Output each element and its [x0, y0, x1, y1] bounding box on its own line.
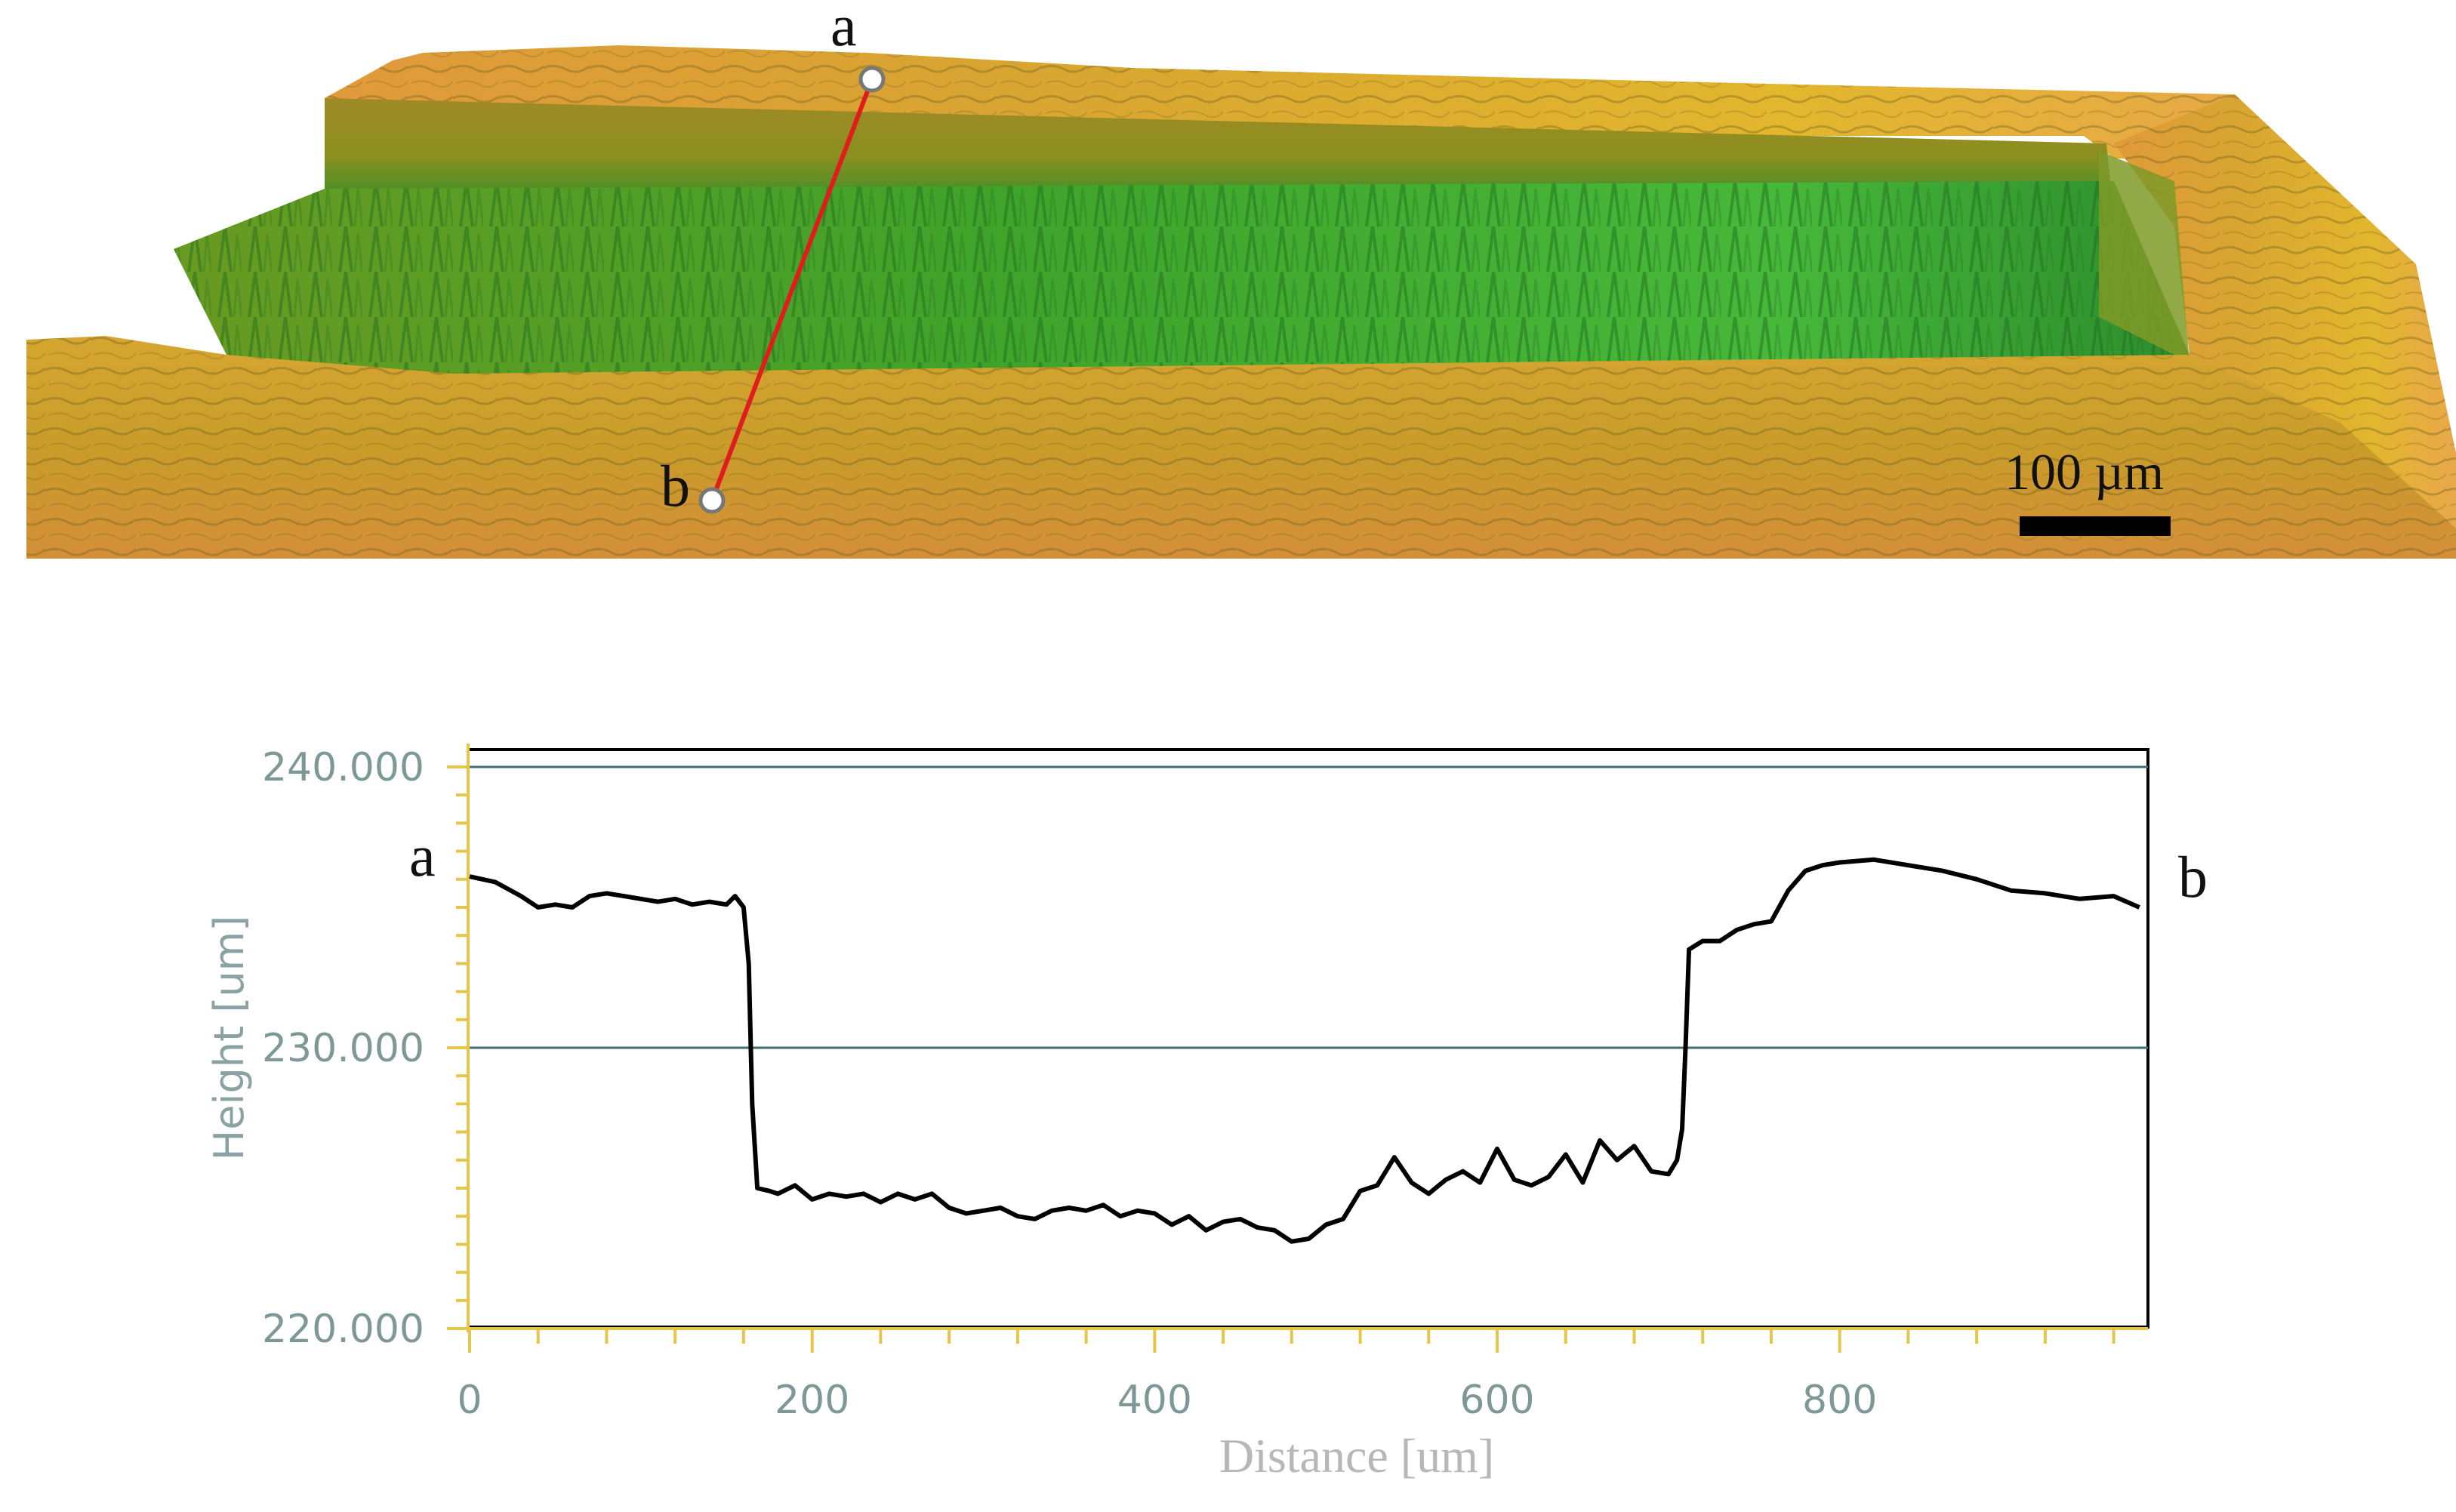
- marker-b-handle[interactable]: [698, 487, 726, 514]
- height-profile-chart: 220.000 230.000 240.000 0 200 400 600 800 Dist…: [205, 744, 2208, 1483]
- y-axis-title: Height [um]: [205, 916, 253, 1161]
- series-group: [469, 857, 2140, 1244]
- x-axis: 0 200 400 600 800: [457, 1327, 2148, 1423]
- pit-right-wall: [2099, 151, 2189, 362]
- marker-a-label: a: [830, 0, 857, 58]
- y-tick-label: 230.000: [262, 1026, 424, 1071]
- grid-lines: [468, 765, 2148, 1049]
- scale-bar: [2020, 516, 2171, 536]
- y-tick-label: 220.000: [262, 1307, 424, 1352]
- x-tick-label: 600: [1459, 1378, 1534, 1423]
- scale-bar-label: 100 µm: [2005, 443, 2164, 500]
- x-tick-label: 200: [775, 1378, 849, 1423]
- marker-b-label: b: [661, 453, 690, 519]
- x-axis-title: Distance [um]: [1219, 1429, 1494, 1483]
- y-axis: 220.000 230.000 240.000: [262, 744, 470, 1352]
- marker-a-handle[interactable]: [858, 66, 886, 93]
- height-profile-line-0: [469, 857, 2140, 1244]
- surface-3d-view: a b 100 µm: [26, 0, 2456, 559]
- profile-line: [710, 78, 874, 502]
- y-tick-label: 240.000: [262, 745, 424, 790]
- profile-marker-a: a: [409, 823, 436, 888]
- x-tick-label: 400: [1117, 1378, 1192, 1423]
- x-tick-label: 800: [1802, 1378, 1877, 1423]
- x-tick-label: 0: [457, 1378, 482, 1423]
- profile-marker-b: b: [2178, 844, 2208, 910]
